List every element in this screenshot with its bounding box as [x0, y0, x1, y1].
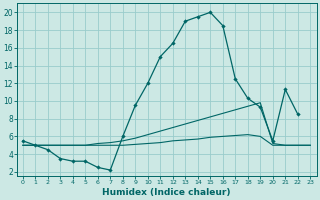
- X-axis label: Humidex (Indice chaleur): Humidex (Indice chaleur): [102, 188, 231, 197]
